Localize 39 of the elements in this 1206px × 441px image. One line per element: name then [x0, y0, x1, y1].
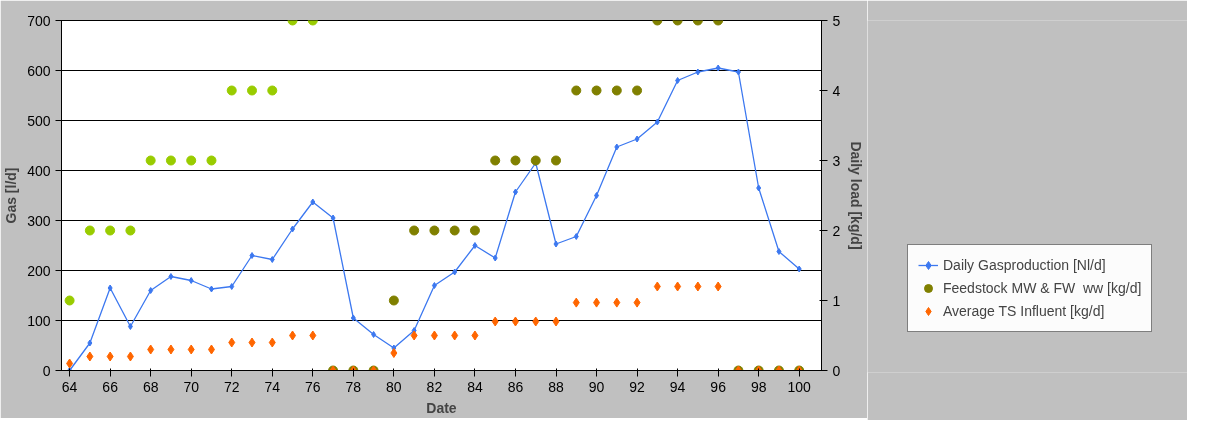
x-tick-label: 74: [264, 378, 281, 395]
x-tick-label: 84: [467, 378, 483, 395]
y2-tick-label: 1: [832, 292, 841, 309]
x-tick-label: 66: [102, 378, 119, 395]
y-tick-label: 500: [27, 112, 51, 129]
x-axis-title: Date: [426, 399, 457, 416]
y-tick-label: 300: [27, 212, 51, 229]
legend-label: Feedstock MW & FW ww [kg/d]: [943, 280, 1142, 296]
y2-tick-label: 5: [832, 12, 841, 29]
y2-tick-label: 0: [832, 362, 841, 379]
y-tick-label: 200: [27, 262, 51, 279]
y2-tick-label: 3: [832, 152, 841, 169]
x-tick-label: 100: [787, 378, 812, 395]
x-tick-label: 90: [588, 378, 605, 395]
y2-tick-label: 4: [832, 82, 841, 99]
y-tick-label: 400: [27, 162, 51, 179]
x-tick-label: 94: [669, 378, 686, 395]
x-tick-label: 98: [750, 378, 767, 395]
y2-tick-label: 2: [832, 222, 841, 239]
y-tick-label: 0: [42, 362, 51, 379]
x-tick-label: 96: [710, 378, 727, 395]
x-tick-label: 86: [507, 378, 524, 395]
x-tick-label: 68: [142, 378, 159, 395]
x-tick-label: 88: [548, 378, 565, 395]
legend-label: Average TS Influent [kg/d]: [943, 303, 1105, 319]
x-tick-label: 70: [183, 378, 200, 395]
legend-label: Daily Gasproduction [Nl/d]: [943, 257, 1106, 273]
y-tick-label: 600: [27, 62, 51, 79]
y-axis-title: Gas [l/d]: [3, 167, 20, 224]
x-tick-label: 78: [345, 378, 362, 395]
y-tick-label: 100: [27, 312, 51, 329]
y-tick-label: 700: [27, 12, 51, 29]
x-tick-label: 76: [305, 378, 321, 395]
x-tick-label: 64: [61, 378, 78, 395]
x-tick-label: 72: [223, 378, 240, 395]
y2-axis-title: Daily load [kg/d]: [848, 141, 865, 250]
x-tick-label: 82: [426, 378, 443, 395]
x-tick-label: 92: [629, 378, 646, 395]
x-tick-label: 80: [386, 378, 402, 395]
